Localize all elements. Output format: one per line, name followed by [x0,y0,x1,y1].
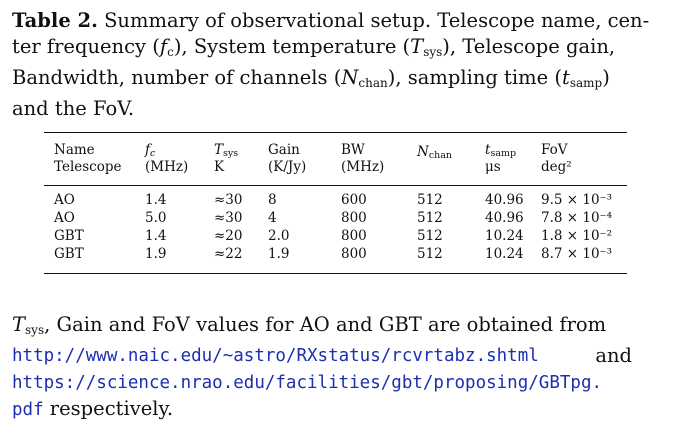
header-fov-2: deg² [541,159,572,175]
cell-nchan: 512 [417,192,443,208]
header-tsys-1: Tsys [214,142,239,159]
table-caption: Table 2. Summary of observational setup.… [12,8,672,122]
cell-name: GBT [54,228,84,244]
cell-bw: 800 [341,246,367,262]
header-gain-2: (K/Jy) [268,159,307,175]
header-tsamp-2: μs [485,159,501,175]
cell-fc: 1.9 [145,246,167,262]
cell-gain: 8 [268,192,277,208]
table-label: Table 2. [12,9,98,32]
header-name-1: Name [54,142,95,158]
table-header-rule [44,185,627,186]
header-nchan-1: Nchan [417,144,453,161]
nrao-link-cont[interactable]: pdf [12,400,44,420]
cell-bw: 800 [341,210,367,226]
note-line-2: http://www.naic.edu/~astro/RXstatus/rcvr… [12,344,632,367]
caption-line-1: Table 2. Summary of observational setup.… [12,9,650,32]
cell-fov: 9.5 × 10⁻³ [541,192,613,208]
header-tsys-2: K [214,159,225,175]
header-fc-2: (MHz) [145,159,189,175]
caption-line-4: and the FoV. [12,97,135,120]
cell-bw: 600 [341,192,367,208]
cell-fc: 1.4 [145,192,167,208]
cell-tsamp: 40.96 [485,210,524,226]
cell-tsys: ≈20 [214,228,243,244]
caption-line-3: Bandwidth, number of channels (Nchan), s… [12,66,610,90]
header-bw-2: (MHz) [341,159,385,175]
cell-fov: 8.7 × 10⁻³ [541,246,613,262]
cell-tsys: ≈30 [214,210,243,226]
observational-setup-table: Name Telescope fc (MHz) Tsys K Gain (K/Jy) BW (MH… [44,132,627,277]
caption-line-2: ter frequency (fc), System temperature (… [12,35,616,59]
cell-tsys: ≈22 [214,246,243,262]
naic-link[interactable]: http://www.naic.edu/~astro/RXstatus/rcvr… [12,346,539,366]
header-gain-1: Gain [268,142,300,158]
cell-nchan: 512 [417,210,443,226]
cell-name: GBT [54,246,84,262]
table-note: Tsys, Gain and FoV values for AO and GBT… [12,312,672,423]
cell-fc: 1.4 [145,228,167,244]
cell-name: AO [54,192,75,208]
cell-nchan: 512 [417,228,443,244]
header-name-2: Telescope [54,159,122,175]
cell-name: AO [54,210,75,226]
cell-fc: 5.0 [145,210,167,226]
cell-bw: 800 [341,228,367,244]
cell-gain: 1.9 [268,246,290,262]
cell-fov: 7.8 × 10⁻⁴ [541,210,613,226]
cell-nchan: 512 [417,246,443,262]
cell-tsamp: 10.24 [485,228,524,244]
header-tsamp-1: tsamp [485,142,517,159]
note-line-4: pdf respectively. [12,397,174,420]
cell-tsamp: 40.96 [485,192,524,208]
header-bw-1: BW [341,142,365,158]
cell-tsys: ≈30 [214,192,243,208]
table-top-rule [44,132,627,134]
cell-gain: 4 [268,210,277,226]
header-fc-1: fc [145,142,156,159]
cell-fov: 1.8 × 10⁻² [541,228,613,244]
header-fov-1: FoV [541,142,568,158]
cell-gain: 2.0 [268,228,290,244]
note-line-1: Tsys, Gain and FoV values for AO and GBT… [12,313,607,337]
note-line-3: https://science.nrao.edu/facilities/gbt/… [12,369,672,396]
table-bottom-rule [44,273,627,275]
cell-tsamp: 10.24 [485,246,524,262]
nrao-link[interactable]: https://science.nrao.edu/facilities/gbt/… [12,373,603,393]
